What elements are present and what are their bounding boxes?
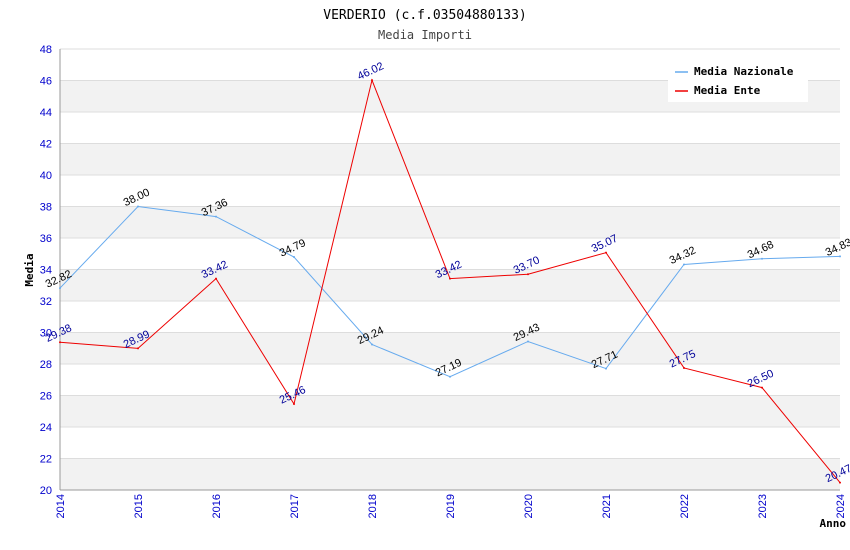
data-point xyxy=(527,340,529,343)
chart-title: VERDERIO (c.f.03504880133) xyxy=(323,8,527,23)
legend: Media Nazionale Media Ente xyxy=(668,60,808,102)
grid-band xyxy=(60,206,840,238)
y-tick-label: 36 xyxy=(40,233,52,245)
x-tick-label: 2020 xyxy=(523,494,535,518)
data-point xyxy=(761,386,763,389)
y-tick-label: 30 xyxy=(40,328,52,340)
legend-label-nazionale: Media Nazionale xyxy=(694,65,794,78)
x-tick-labels: 2014 2015 2016 2017 2018 2019 2020 2021 2022 2023… xyxy=(55,494,847,518)
y-tick-label: 48 xyxy=(40,44,52,56)
x-tick-label: 2021 xyxy=(601,494,613,518)
grid-band xyxy=(60,395,840,427)
background-bands xyxy=(60,80,840,490)
y-tick-label: 28 xyxy=(40,359,52,371)
data-point xyxy=(839,481,841,484)
x-tick-label: 2019 xyxy=(445,494,457,518)
data-point xyxy=(293,256,295,259)
grid-band xyxy=(60,458,840,490)
data-point xyxy=(449,375,451,378)
data-point xyxy=(683,263,685,266)
legend-box xyxy=(668,60,808,102)
grid-band xyxy=(60,332,840,364)
y-tick-label: 40 xyxy=(40,170,52,182)
data-label: 38.00 xyxy=(122,187,152,210)
y-axis-label: Media xyxy=(23,253,36,286)
x-tick-label: 2016 xyxy=(211,494,223,518)
data-point xyxy=(449,277,451,280)
data-label: 34.68 xyxy=(746,239,776,262)
x-tick-label: 2022 xyxy=(679,494,691,518)
data-label: 46.02 xyxy=(356,60,386,83)
data-point xyxy=(683,366,685,369)
y-tick-label: 22 xyxy=(40,454,52,466)
data-point xyxy=(605,367,607,370)
data-point xyxy=(137,347,139,350)
data-point xyxy=(761,257,763,260)
data-point xyxy=(605,251,607,254)
legend-label-ente: Media Ente xyxy=(694,84,761,97)
x-axis-label: Anno xyxy=(820,517,847,530)
grid-band xyxy=(60,143,840,175)
data-label: 26.50 xyxy=(746,368,776,391)
y-tick-label: 44 xyxy=(40,107,52,119)
chart-subtitle: Media Importi xyxy=(378,28,472,42)
data-point xyxy=(59,341,61,344)
data-point xyxy=(371,343,373,346)
y-tick-label: 46 xyxy=(40,76,52,88)
data-point xyxy=(527,273,529,276)
y-tick-label: 26 xyxy=(40,391,52,403)
data-point xyxy=(137,205,139,208)
x-tick-label: 2024 xyxy=(835,494,847,518)
data-point xyxy=(371,79,373,82)
x-tick-label: 2018 xyxy=(367,494,379,518)
x-tick-label: 2015 xyxy=(133,494,145,518)
data-point xyxy=(59,287,61,290)
x-tick-label: 2023 xyxy=(757,494,769,518)
data-point xyxy=(293,403,295,406)
data-point xyxy=(215,277,217,280)
x-tick-label: 2014 xyxy=(55,494,67,518)
series-lines xyxy=(59,78,841,484)
grid-band xyxy=(60,269,840,301)
data-label: 34.83 xyxy=(824,236,850,259)
y-tick-label: 32 xyxy=(40,296,52,308)
y-tick-labels: 20 22 24 26 28 30 32 34 36 38 40 42 44 46 48 xyxy=(40,44,52,497)
y-tick-label: 34 xyxy=(40,265,52,277)
y-tick-label: 38 xyxy=(40,202,52,214)
y-tick-label: 20 xyxy=(40,485,52,497)
y-tick-label: 42 xyxy=(40,139,52,151)
data-point xyxy=(839,255,841,258)
data-point xyxy=(215,215,217,218)
x-tick-label: 2017 xyxy=(289,494,301,518)
y-tick-label: 24 xyxy=(40,422,52,434)
